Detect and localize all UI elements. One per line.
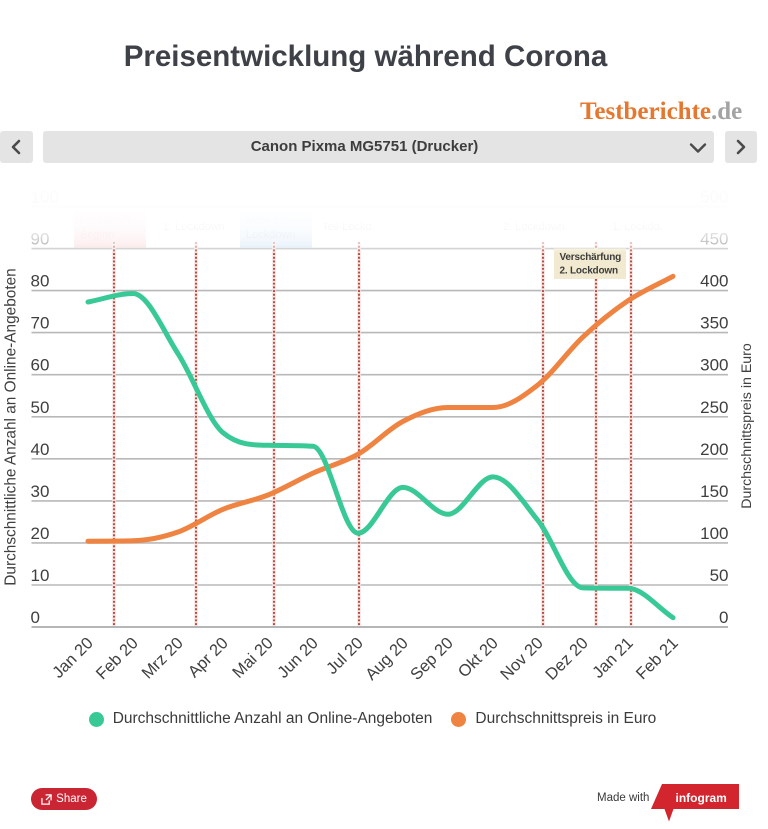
svg-text:250: 250 xyxy=(700,398,728,417)
svg-text:Jul 20: Jul 20 xyxy=(323,634,367,678)
svg-text:2. Lockdown: 2. Lockdown xyxy=(560,266,618,277)
svg-text:Mai 20: Mai 20 xyxy=(229,634,277,682)
svg-text:Feb 20: Feb 20 xyxy=(93,634,142,683)
svg-text:20: 20 xyxy=(31,524,50,543)
svg-text:70: 70 xyxy=(31,314,50,333)
svg-text:80: 80 xyxy=(31,272,50,291)
svg-text:Jan 20: Jan 20 xyxy=(49,634,97,682)
svg-text:Durchschnittliche Anzahl an On: Durchschnittliche Anzahl an Online-Angeb… xyxy=(3,268,20,585)
svg-text:200: 200 xyxy=(700,440,728,459)
svg-text:40: 40 xyxy=(31,440,50,459)
svg-text:30: 30 xyxy=(31,482,50,501)
svg-text:Verschärfung: Verschärfung xyxy=(560,252,622,263)
svg-text:100: 100 xyxy=(700,524,728,543)
svg-text:Okt 20: Okt 20 xyxy=(455,634,502,681)
svg-text:Apr 20: Apr 20 xyxy=(185,634,232,681)
svg-text:50: 50 xyxy=(710,566,729,585)
svg-text:Durchschnittspreis in Euro: Durchschnittspreis in Euro xyxy=(739,343,755,509)
svg-text:350: 350 xyxy=(700,314,728,333)
svg-text:0: 0 xyxy=(31,608,40,627)
svg-text:150: 150 xyxy=(700,482,728,501)
svg-text:400: 400 xyxy=(700,272,728,291)
svg-text:Mrz 20: Mrz 20 xyxy=(138,634,186,682)
svg-text:Jan 21: Jan 21 xyxy=(589,634,637,682)
svg-text:0: 0 xyxy=(719,608,728,627)
svg-text:Feb 21: Feb 21 xyxy=(633,634,682,683)
svg-text:300: 300 xyxy=(700,356,728,375)
svg-text:Aug 20: Aug 20 xyxy=(362,634,412,684)
svg-text:Jun 20: Jun 20 xyxy=(274,634,322,682)
svg-text:infogram: infogram xyxy=(676,791,727,805)
svg-text:50: 50 xyxy=(31,398,50,417)
svg-text:Dez 20: Dez 20 xyxy=(542,634,592,684)
svg-text:10: 10 xyxy=(31,566,50,585)
svg-text:Sep 20: Sep 20 xyxy=(407,634,457,684)
svg-text:60: 60 xyxy=(31,356,50,375)
svg-text:Nov 20: Nov 20 xyxy=(497,634,547,684)
